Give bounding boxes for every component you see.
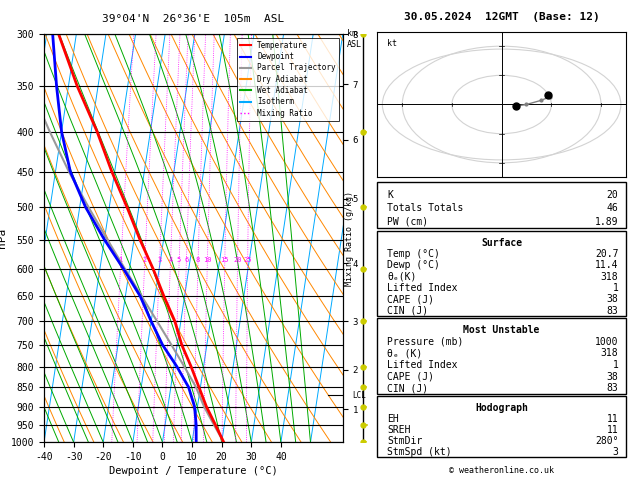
Text: PW (cm): PW (cm) <box>387 217 428 226</box>
Text: 5: 5 <box>177 258 181 263</box>
Y-axis label: hPa: hPa <box>0 228 7 248</box>
Text: km
ASL: km ASL <box>347 29 362 49</box>
Text: 6: 6 <box>184 258 189 263</box>
Text: © weatheronline.co.uk: © weatheronline.co.uk <box>449 466 554 475</box>
Text: CAPE (J): CAPE (J) <box>387 295 435 304</box>
Text: 1: 1 <box>613 360 618 370</box>
Text: 11: 11 <box>606 425 618 435</box>
Text: 3: 3 <box>157 258 162 263</box>
Text: 38: 38 <box>606 372 618 382</box>
Text: Lifted Index: Lifted Index <box>387 283 458 293</box>
Text: θₑ (K): θₑ (K) <box>387 348 423 359</box>
Text: 1000: 1000 <box>595 337 618 347</box>
Text: CIN (J): CIN (J) <box>387 383 428 393</box>
Text: Mixing Ratio (g/kg): Mixing Ratio (g/kg) <box>345 191 354 286</box>
Text: 46: 46 <box>606 203 618 213</box>
Text: CIN (J): CIN (J) <box>387 306 428 316</box>
Text: kt: kt <box>387 39 398 48</box>
Text: 20.7: 20.7 <box>595 249 618 259</box>
Text: 1: 1 <box>119 258 123 263</box>
Text: LCL: LCL <box>352 391 365 399</box>
Text: EH: EH <box>387 414 399 424</box>
Text: StmDir: StmDir <box>387 436 423 446</box>
Text: 318: 318 <box>601 272 618 282</box>
Text: Lifted Index: Lifted Index <box>387 360 458 370</box>
Text: 20: 20 <box>233 258 242 263</box>
Text: 4: 4 <box>169 258 172 263</box>
Text: Most Unstable: Most Unstable <box>464 325 540 335</box>
Text: Hodograph: Hodograph <box>475 403 528 413</box>
Text: 2: 2 <box>143 258 147 263</box>
Text: 8: 8 <box>196 258 200 263</box>
Text: Surface: Surface <box>481 238 522 248</box>
Text: 25: 25 <box>243 258 252 263</box>
Text: 38: 38 <box>606 295 618 304</box>
Text: Totals Totals: Totals Totals <box>387 203 464 213</box>
Text: StmSpd (kt): StmSpd (kt) <box>387 447 452 457</box>
Text: 20: 20 <box>606 190 618 200</box>
Text: 10: 10 <box>203 258 211 263</box>
X-axis label: Dewpoint / Temperature (°C): Dewpoint / Temperature (°C) <box>109 466 278 476</box>
Text: θₑ(K): θₑ(K) <box>387 272 417 282</box>
Text: 11: 11 <box>606 414 618 424</box>
Text: 3: 3 <box>613 447 618 457</box>
Text: 15: 15 <box>221 258 229 263</box>
Text: 11.4: 11.4 <box>595 260 618 270</box>
Text: Dewp (°C): Dewp (°C) <box>387 260 440 270</box>
Text: 83: 83 <box>606 306 618 316</box>
Text: CAPE (J): CAPE (J) <box>387 372 435 382</box>
Text: K: K <box>387 190 393 200</box>
Text: 1.89: 1.89 <box>595 217 618 226</box>
Text: 83: 83 <box>606 383 618 393</box>
Text: Temp (°C): Temp (°C) <box>387 249 440 259</box>
Text: 1: 1 <box>613 283 618 293</box>
Text: 30.05.2024  12GMT  (Base: 12): 30.05.2024 12GMT (Base: 12) <box>404 12 599 22</box>
Text: 39°04'N  26°36'E  105m  ASL: 39°04'N 26°36'E 105m ASL <box>103 14 284 24</box>
Text: Pressure (mb): Pressure (mb) <box>387 337 464 347</box>
Text: 318: 318 <box>601 348 618 359</box>
Text: SREH: SREH <box>387 425 411 435</box>
Text: 280°: 280° <box>595 436 618 446</box>
Legend: Temperature, Dewpoint, Parcel Trajectory, Dry Adiabat, Wet Adiabat, Isotherm, Mi: Temperature, Dewpoint, Parcel Trajectory… <box>237 38 339 121</box>
